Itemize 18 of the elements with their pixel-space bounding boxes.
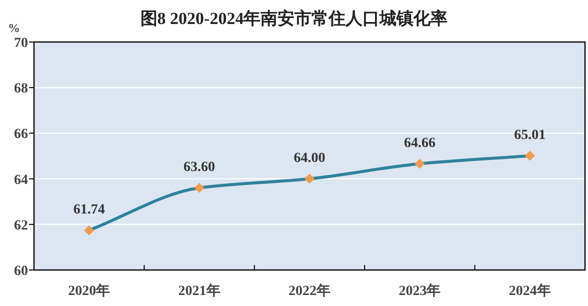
y-tick-label: 66 bbox=[14, 127, 28, 142]
y-tick-label: 62 bbox=[14, 218, 28, 234]
x-tick-label: 2022年 bbox=[288, 283, 330, 299]
x-tick-label: 2020年 bbox=[68, 283, 110, 299]
y-tick-label: 68 bbox=[14, 82, 28, 97]
y-tick-label: 60 bbox=[14, 264, 28, 279]
data-label: 65.01 bbox=[514, 128, 546, 143]
data-label: 63.60 bbox=[184, 160, 216, 175]
y-tick-label: 70 bbox=[14, 36, 28, 51]
y-axis-title: % bbox=[8, 21, 20, 35]
x-tick-label: 2023年 bbox=[398, 283, 441, 299]
y-tick-label: 64 bbox=[14, 172, 28, 188]
data-label: 64.00 bbox=[294, 150, 326, 166]
x-tick-label: 2021年 bbox=[178, 283, 220, 299]
data-label: 61.74 bbox=[73, 202, 105, 218]
x-tick-label: 2024年 bbox=[508, 283, 551, 299]
chart-title: 图8 2020-2024年南安市常住人口城镇化率 bbox=[140, 9, 448, 28]
data-label: 64.66 bbox=[404, 136, 436, 151]
